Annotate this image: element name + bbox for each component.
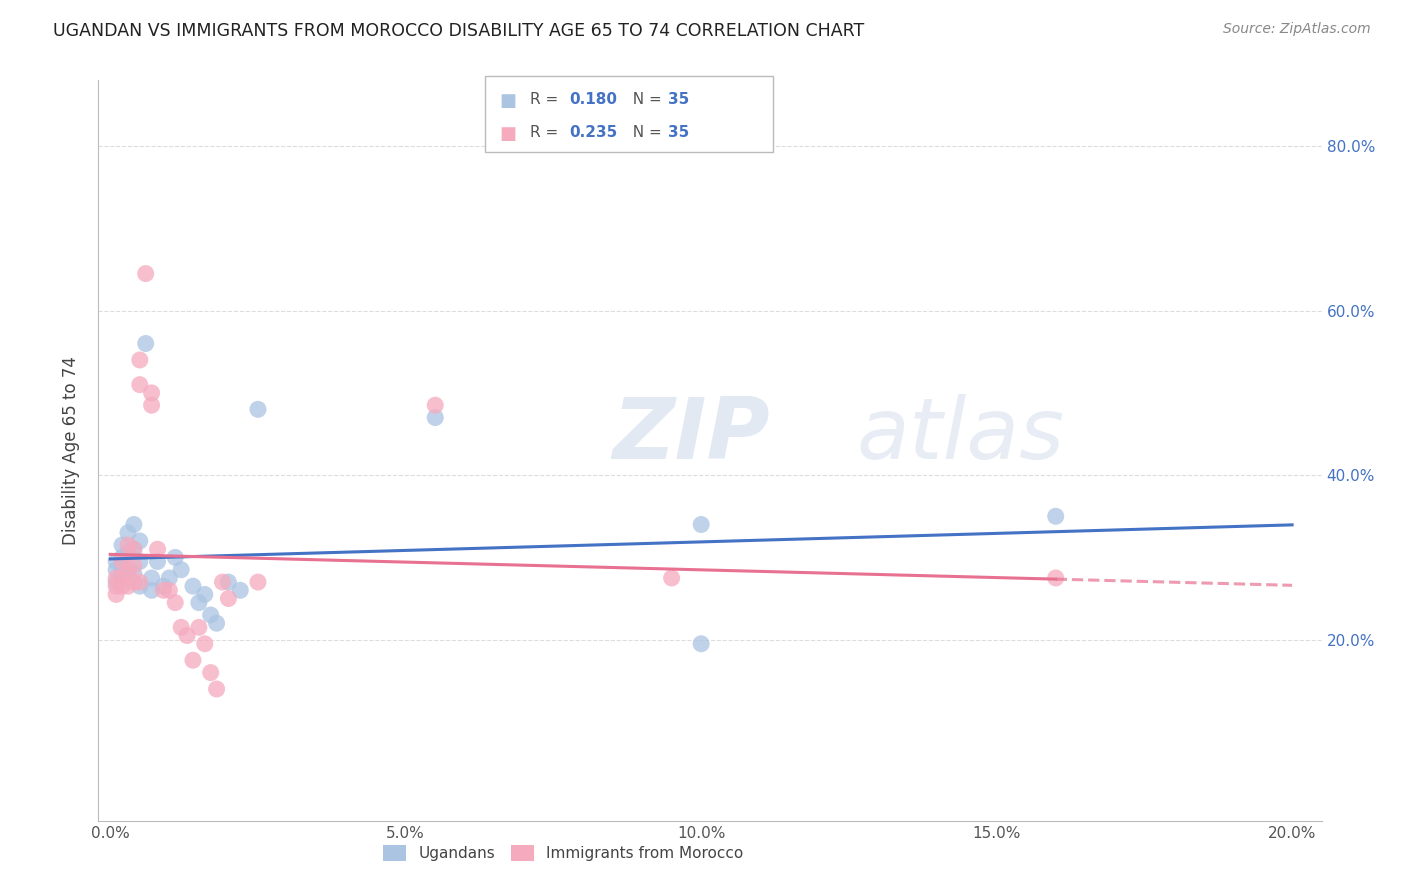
- Text: N =: N =: [623, 125, 666, 140]
- Point: [200, 665, 222, 680]
- Point: [117, 579, 139, 593]
- Point: [229, 583, 252, 598]
- Point: [105, 587, 128, 601]
- Point: [122, 517, 145, 532]
- Y-axis label: Disability Age 65 to 74: Disability Age 65 to 74: [62, 356, 80, 545]
- Text: ZIP: ZIP: [612, 394, 770, 477]
- Point: [122, 542, 145, 557]
- Text: 0.235: 0.235: [569, 125, 617, 140]
- Point: [157, 571, 180, 585]
- Text: N =: N =: [623, 92, 666, 107]
- Text: 0.180: 0.180: [569, 92, 617, 107]
- Text: R =: R =: [530, 125, 564, 140]
- Text: Source: ZipAtlas.com: Source: ZipAtlas.com: [1223, 22, 1371, 37]
- Point: [117, 563, 139, 577]
- Point: [111, 563, 134, 577]
- Point: [111, 579, 134, 593]
- Point: [111, 554, 134, 569]
- Point: [170, 620, 193, 634]
- Point: [165, 596, 187, 610]
- Point: [661, 571, 683, 585]
- Text: 35: 35: [668, 92, 689, 107]
- Text: ■: ■: [499, 125, 516, 143]
- Text: 35: 35: [668, 125, 689, 140]
- Point: [194, 637, 217, 651]
- Point: [122, 558, 145, 573]
- Point: [111, 538, 134, 552]
- Point: [122, 575, 145, 590]
- Point: [128, 353, 150, 368]
- Point: [200, 607, 222, 622]
- Point: [1045, 509, 1067, 524]
- Point: [105, 579, 128, 593]
- Text: ■: ■: [499, 92, 516, 110]
- Text: UGANDAN VS IMMIGRANTS FROM MOROCCO DISABILITY AGE 65 TO 74 CORRELATION CHART: UGANDAN VS IMMIGRANTS FROM MOROCCO DISAB…: [53, 22, 865, 40]
- Text: atlas: atlas: [856, 394, 1064, 477]
- Point: [122, 566, 145, 581]
- Point: [246, 575, 269, 590]
- Point: [128, 575, 150, 590]
- Point: [141, 385, 163, 400]
- Point: [211, 575, 233, 590]
- Point: [152, 579, 174, 593]
- Point: [176, 628, 198, 642]
- Point: [194, 587, 217, 601]
- Point: [425, 398, 447, 412]
- Point: [117, 563, 139, 577]
- Point: [141, 571, 163, 585]
- Point: [152, 583, 174, 598]
- Point: [187, 596, 209, 610]
- Point: [128, 377, 150, 392]
- Point: [1045, 571, 1067, 585]
- Point: [122, 542, 145, 557]
- Point: [117, 538, 139, 552]
- Point: [157, 583, 180, 598]
- Point: [205, 681, 228, 696]
- Point: [170, 563, 193, 577]
- Point: [425, 410, 447, 425]
- Point: [128, 554, 150, 569]
- Point: [141, 398, 163, 412]
- Point: [217, 591, 239, 606]
- Point: [117, 546, 139, 560]
- Point: [111, 550, 134, 565]
- Point: [205, 616, 228, 631]
- Point: [690, 517, 713, 532]
- Point: [117, 525, 139, 540]
- Point: [187, 620, 209, 634]
- Point: [105, 554, 128, 569]
- Point: [128, 533, 150, 548]
- Point: [105, 575, 128, 590]
- Point: [146, 542, 169, 557]
- Point: [246, 402, 269, 417]
- Point: [135, 267, 157, 281]
- Point: [181, 579, 204, 593]
- Point: [128, 579, 150, 593]
- Point: [105, 563, 128, 577]
- Point: [165, 550, 187, 565]
- Point: [217, 575, 239, 590]
- Point: [135, 336, 157, 351]
- Point: [111, 571, 134, 585]
- Point: [181, 653, 204, 667]
- Text: R =: R =: [530, 92, 564, 107]
- Point: [105, 571, 128, 585]
- Point: [141, 583, 163, 598]
- Point: [146, 554, 169, 569]
- Point: [690, 637, 713, 651]
- Legend: Ugandans, Immigrants from Morocco: Ugandans, Immigrants from Morocco: [375, 838, 751, 869]
